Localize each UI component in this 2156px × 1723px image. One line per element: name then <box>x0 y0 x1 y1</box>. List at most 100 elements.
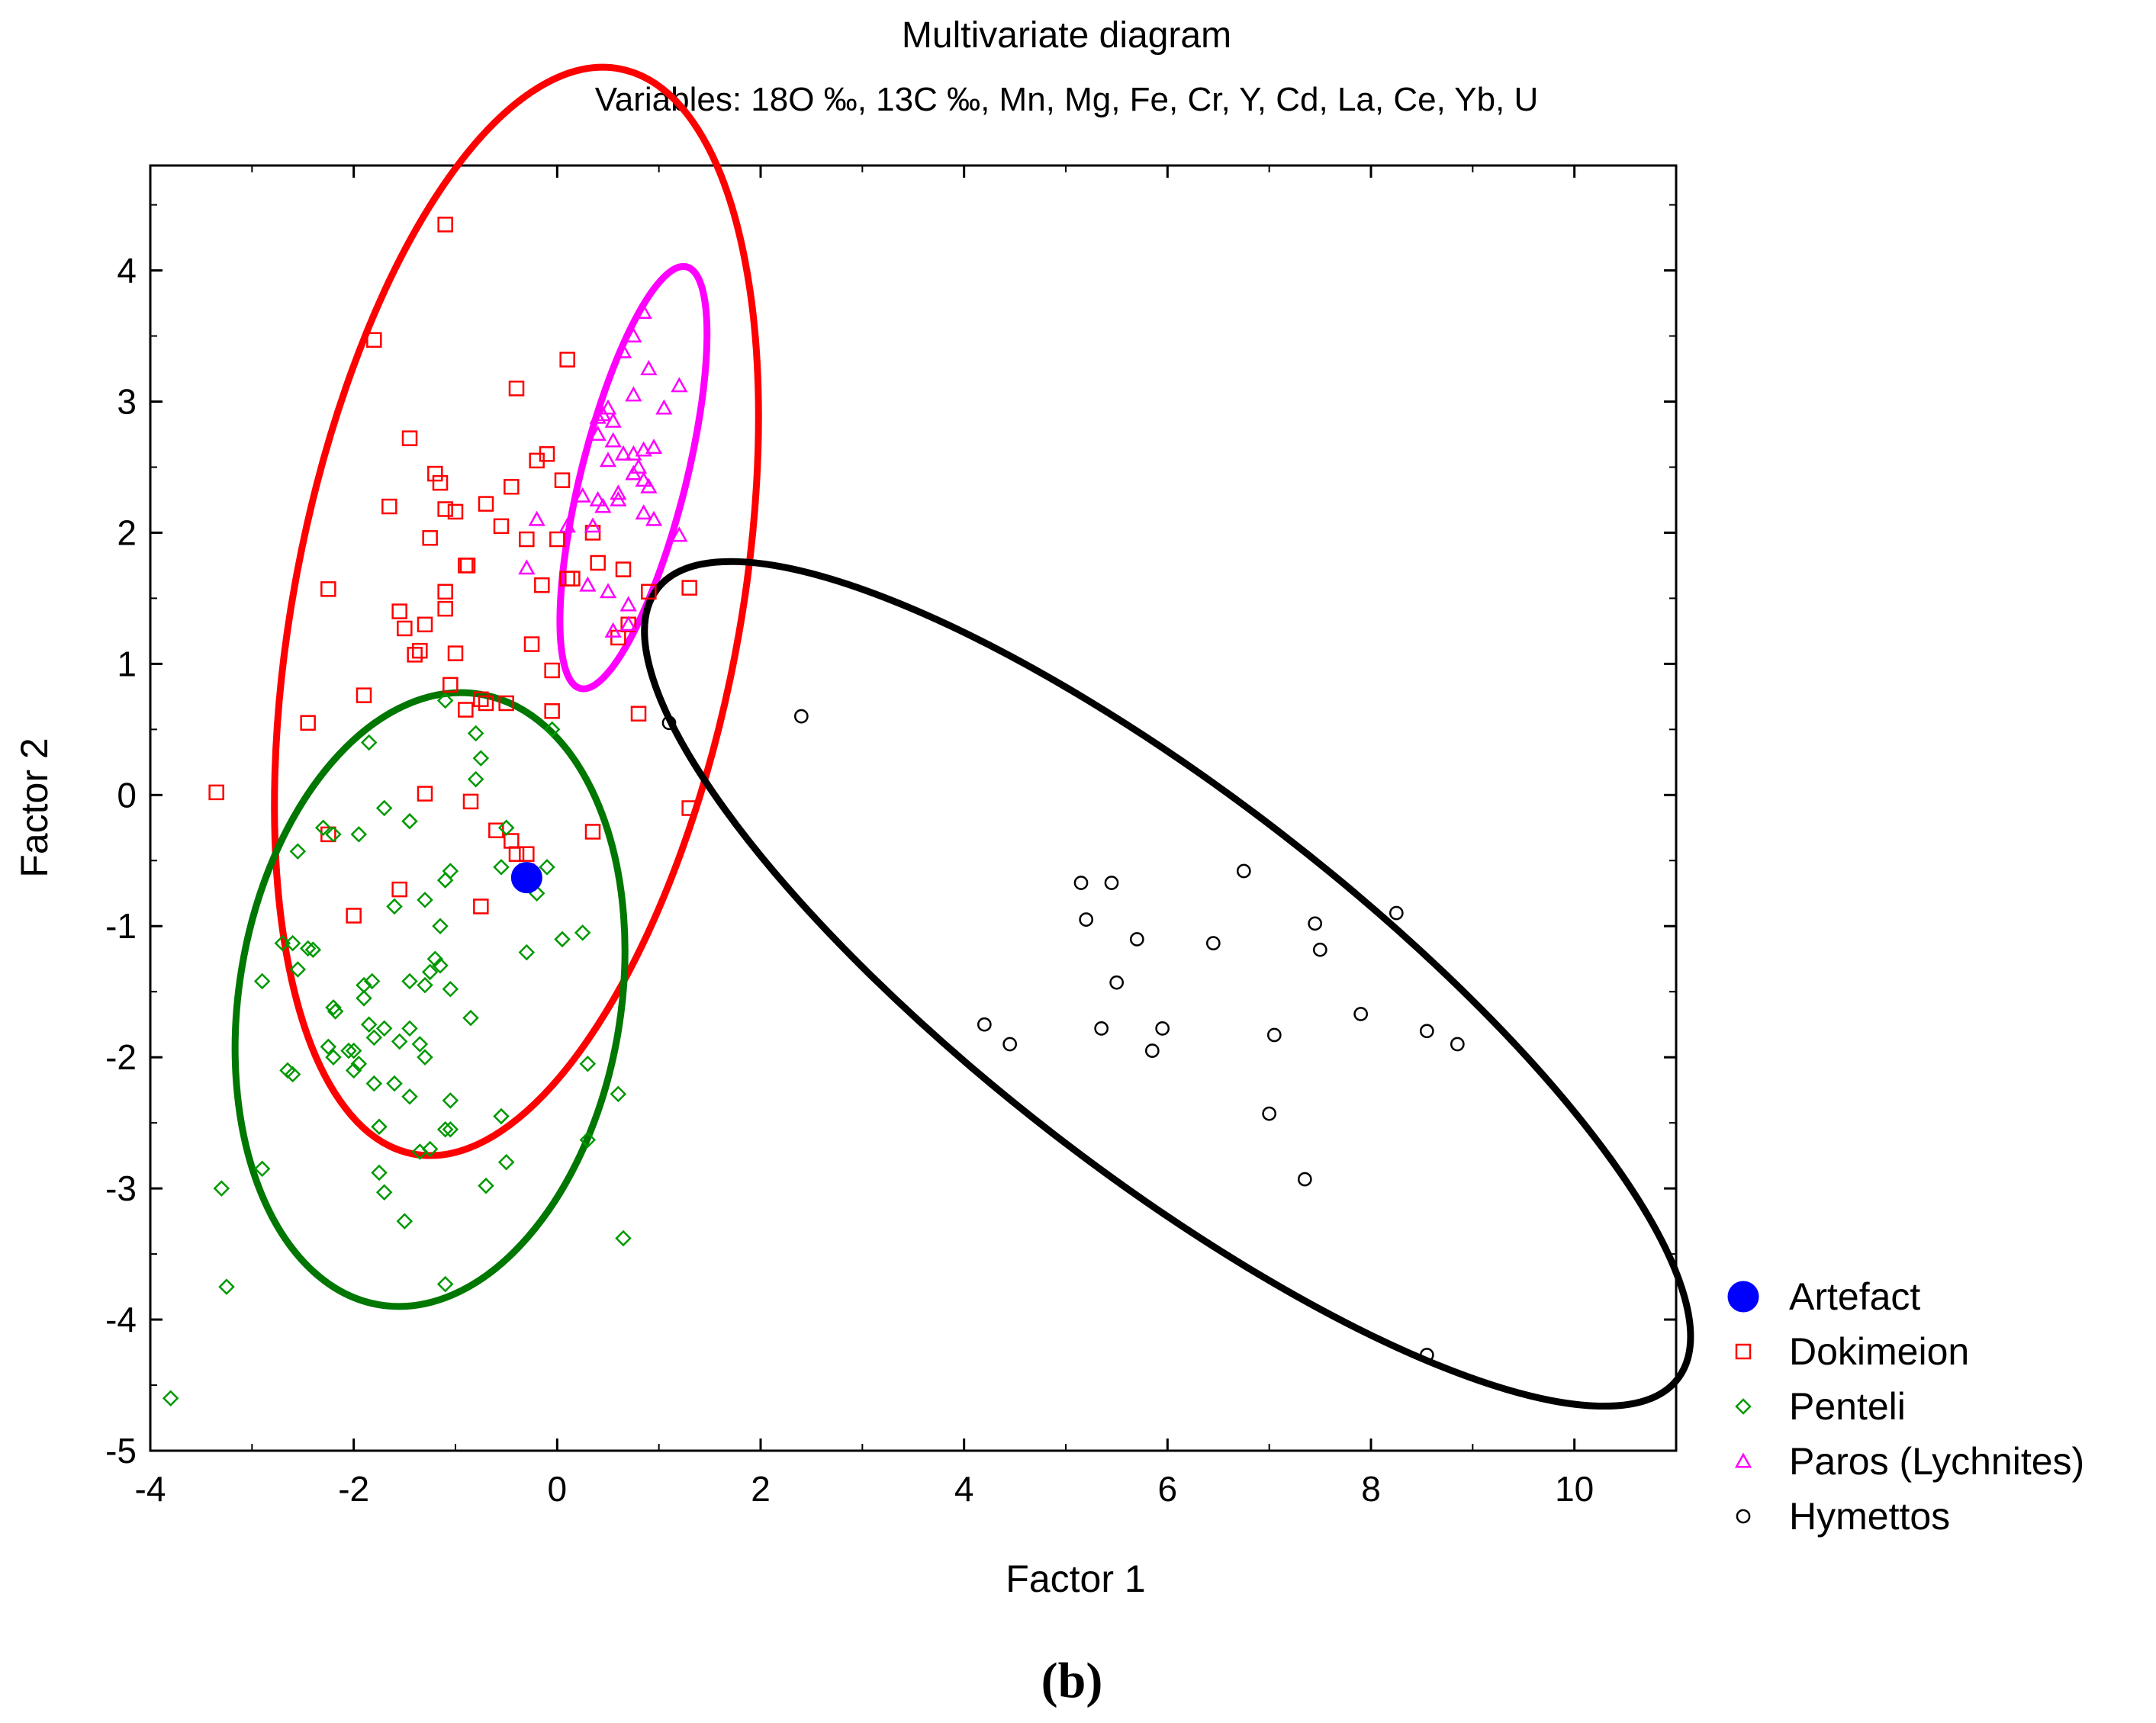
data-point <box>579 576 597 592</box>
data-point <box>619 616 637 632</box>
y-tick-label: 3 <box>117 381 137 421</box>
data-point <box>1266 1027 1282 1043</box>
data-point <box>1129 932 1144 947</box>
data-point <box>365 1075 383 1092</box>
y-tick-label: -1 <box>105 906 137 946</box>
data-point <box>320 1038 337 1056</box>
data-point <box>325 826 342 843</box>
x-tick-label: 4 <box>954 1469 974 1509</box>
data-point <box>1262 1106 1277 1121</box>
data-point <box>641 583 657 600</box>
chart-title: Multivariate diagram <box>902 15 1231 56</box>
data-point <box>432 474 449 491</box>
data-point <box>681 800 697 816</box>
y-tick-label: -2 <box>105 1037 137 1077</box>
data-point <box>1079 912 1094 927</box>
data-point <box>426 950 444 967</box>
data-point <box>610 1085 627 1103</box>
data-point <box>371 1118 388 1136</box>
data-point <box>589 425 607 441</box>
data-point <box>671 526 688 542</box>
ellipse-penteli <box>231 689 629 1310</box>
data-point <box>350 826 368 843</box>
data-point <box>432 957 449 974</box>
figure-caption: (b) <box>1041 1653 1103 1709</box>
data-point <box>427 465 443 482</box>
data-point <box>208 784 224 801</box>
data-point <box>599 452 617 468</box>
data-point <box>375 799 393 817</box>
y-tick-label: 1 <box>117 644 137 683</box>
data-point <box>493 518 510 535</box>
data-point <box>401 1020 418 1037</box>
data-point <box>635 471 652 487</box>
data-point <box>615 1230 632 1247</box>
data-point <box>610 629 626 646</box>
data-point <box>610 484 627 500</box>
data-point <box>518 943 536 961</box>
x-tick-label: 0 <box>548 1469 568 1509</box>
data-point <box>397 620 413 637</box>
data-point <box>604 412 622 428</box>
ellipse-paros-lychnites <box>556 262 711 693</box>
data-point <box>386 1075 403 1092</box>
data-point <box>629 458 648 474</box>
data-point <box>594 497 612 513</box>
data-point <box>554 472 571 488</box>
data-point <box>325 999 342 1016</box>
data-point <box>671 377 688 393</box>
data-point <box>360 734 378 751</box>
data-point <box>396 1213 414 1230</box>
x-tick-label: 10 <box>1555 1469 1594 1509</box>
data-point <box>574 487 591 503</box>
data-point <box>401 812 418 830</box>
data-point <box>519 531 535 548</box>
data-point <box>345 1042 362 1059</box>
data-point <box>346 908 362 924</box>
y-tick-label: 2 <box>117 513 137 552</box>
data-point <box>325 1049 342 1066</box>
data-point <box>421 963 439 981</box>
data-point <box>977 1017 992 1032</box>
data-point <box>584 525 601 541</box>
data-point <box>436 872 454 889</box>
data-point <box>1389 905 1404 921</box>
data-point <box>635 303 652 320</box>
data-point <box>584 824 601 840</box>
legend-marker <box>1727 1281 1759 1313</box>
data-point <box>436 1275 454 1293</box>
data-point <box>661 715 677 731</box>
data-point <box>1353 1007 1369 1021</box>
data-point <box>625 386 642 402</box>
data-point <box>1450 1037 1465 1052</box>
data-point <box>493 859 510 876</box>
data-point <box>640 359 658 375</box>
data-point <box>365 1029 383 1046</box>
y-axis: -5 -4 -3 -2 -1 0 1 2 3 4 <box>105 204 1676 1471</box>
data-point <box>544 703 560 719</box>
data-point <box>363 972 381 990</box>
y-tick-label: -3 <box>105 1168 137 1208</box>
data-point <box>793 709 809 724</box>
y-tick-label: 4 <box>117 251 137 291</box>
data-point <box>401 972 418 990</box>
plot-frame <box>149 164 1678 1452</box>
data-point <box>497 819 515 837</box>
data-point <box>558 517 576 533</box>
data-point <box>543 721 561 738</box>
ellipse-hymettos <box>641 558 1694 1410</box>
x-axis-title: Factor 1 <box>1006 1557 1145 1600</box>
data-point <box>314 819 332 837</box>
series-hymettos <box>661 709 1465 1362</box>
data-point <box>1073 876 1089 890</box>
data-points <box>162 217 1465 1406</box>
data-point <box>360 1016 378 1033</box>
data-point <box>345 1062 362 1079</box>
data-point <box>320 826 336 843</box>
data-point <box>1155 1021 1170 1036</box>
data-point <box>1419 1024 1434 1039</box>
data-point <box>579 1131 597 1149</box>
data-point <box>493 1107 510 1125</box>
data-point <box>289 961 307 978</box>
x-axis: -4 -2 0 2 4 6 8 10 <box>135 166 1677 1509</box>
